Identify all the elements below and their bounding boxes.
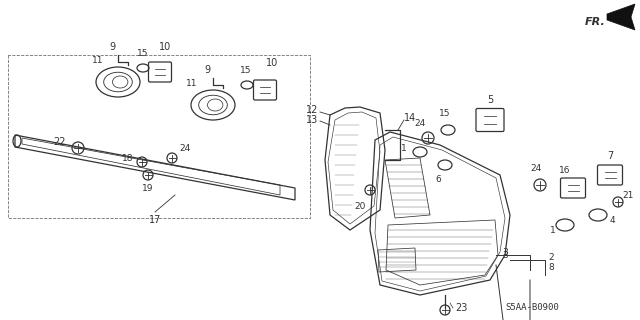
Text: 23: 23 bbox=[455, 303, 467, 313]
Text: 13: 13 bbox=[306, 115, 318, 125]
Text: 7: 7 bbox=[607, 151, 613, 161]
Text: 10: 10 bbox=[159, 42, 171, 52]
Text: 11: 11 bbox=[92, 55, 103, 65]
Text: 2: 2 bbox=[548, 253, 554, 262]
Text: 9: 9 bbox=[109, 42, 115, 52]
Text: 19: 19 bbox=[142, 184, 154, 193]
Text: 5: 5 bbox=[487, 95, 493, 105]
Text: 1: 1 bbox=[550, 226, 556, 235]
Text: 12: 12 bbox=[306, 105, 318, 115]
Text: 15: 15 bbox=[137, 49, 148, 58]
Text: 9: 9 bbox=[204, 65, 210, 75]
Text: 15: 15 bbox=[439, 109, 451, 118]
Text: 3: 3 bbox=[502, 251, 508, 260]
Text: FR.: FR. bbox=[585, 17, 605, 27]
Text: 6: 6 bbox=[435, 175, 441, 184]
Text: 18: 18 bbox=[122, 154, 133, 163]
Polygon shape bbox=[607, 4, 635, 30]
Text: 22: 22 bbox=[54, 137, 67, 147]
Text: 20: 20 bbox=[355, 202, 365, 211]
Text: 1: 1 bbox=[401, 143, 407, 153]
Text: 11: 11 bbox=[186, 78, 197, 87]
Text: 24: 24 bbox=[179, 143, 190, 153]
Text: 4: 4 bbox=[610, 215, 616, 225]
Text: 17: 17 bbox=[149, 215, 161, 225]
Text: 15: 15 bbox=[240, 66, 252, 75]
Text: 24: 24 bbox=[414, 119, 426, 128]
Text: S5AA-B0900: S5AA-B0900 bbox=[505, 303, 559, 313]
Text: 3: 3 bbox=[502, 247, 508, 257]
Text: 16: 16 bbox=[559, 166, 571, 175]
Text: 10: 10 bbox=[266, 58, 278, 68]
Text: 8: 8 bbox=[548, 263, 554, 273]
Text: 14: 14 bbox=[404, 113, 416, 123]
Text: 24: 24 bbox=[531, 164, 541, 173]
Text: 21: 21 bbox=[622, 190, 634, 199]
